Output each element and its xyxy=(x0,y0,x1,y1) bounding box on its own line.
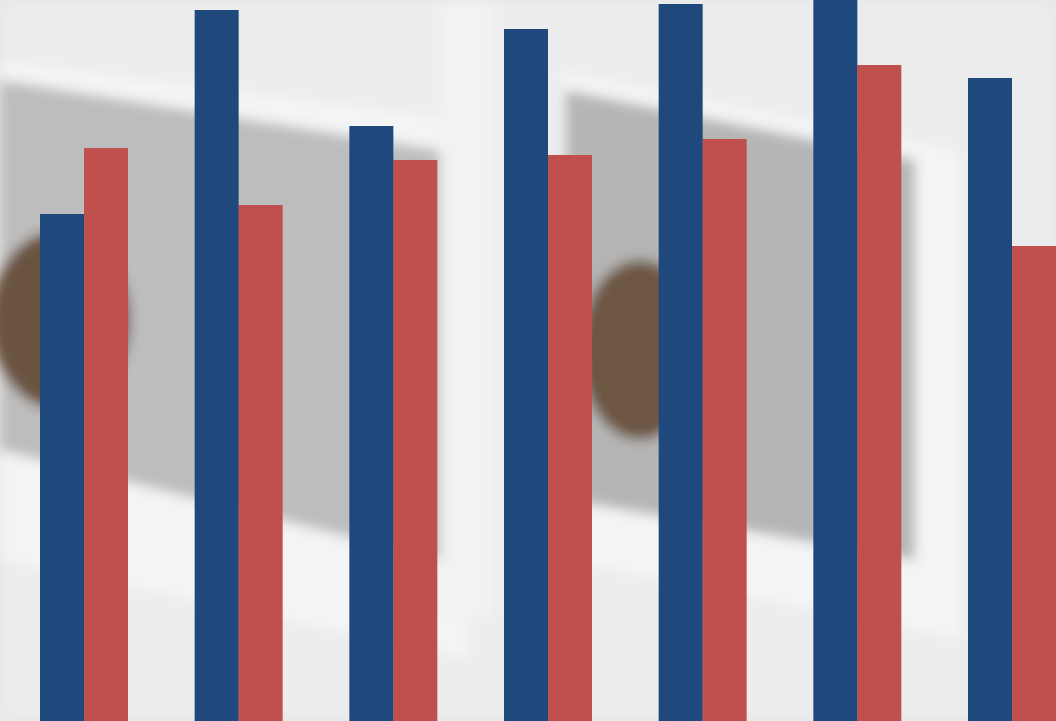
bar xyxy=(238,205,283,721)
bar xyxy=(968,78,1012,721)
bar xyxy=(84,148,128,721)
bar xyxy=(813,0,858,721)
bar xyxy=(1012,246,1056,721)
bar xyxy=(349,126,394,721)
bar xyxy=(40,214,84,721)
bar xyxy=(393,160,438,721)
bar xyxy=(194,10,239,721)
bar xyxy=(857,65,902,721)
bar xyxy=(658,4,703,721)
bar xyxy=(702,139,747,721)
bar xyxy=(504,29,548,721)
bar xyxy=(548,155,592,721)
